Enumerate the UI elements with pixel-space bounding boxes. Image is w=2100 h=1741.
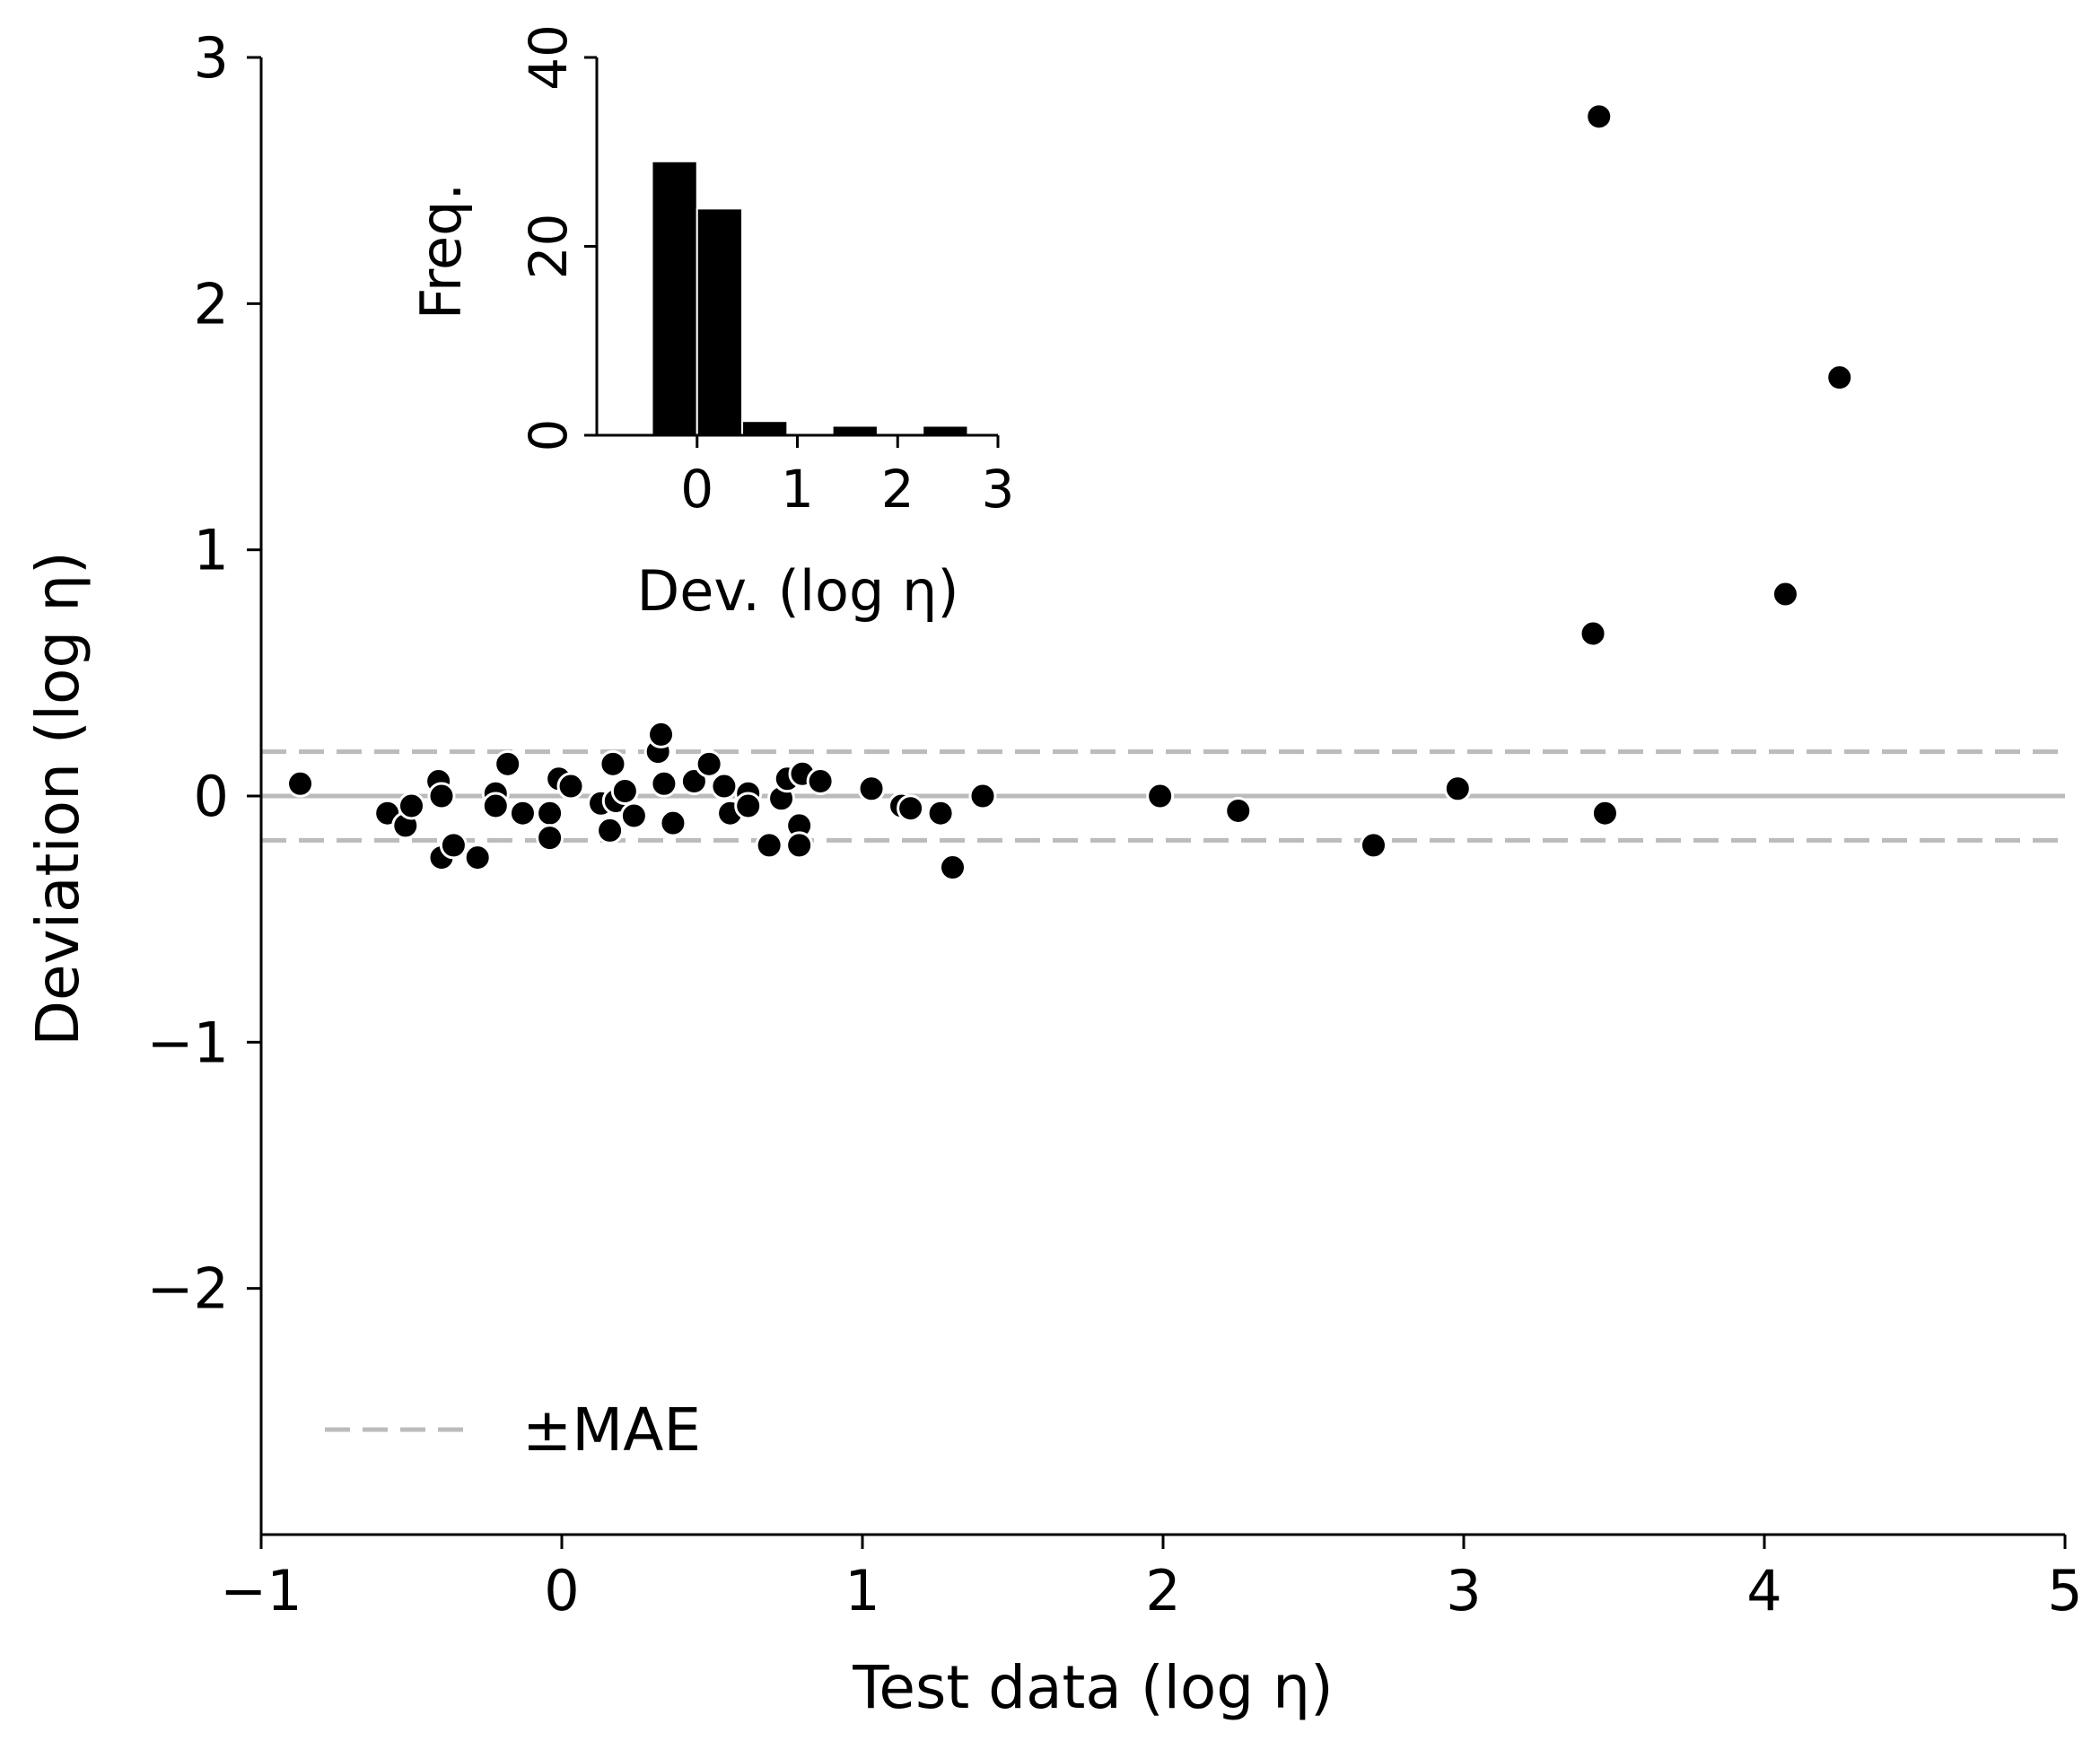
data-point bbox=[610, 777, 639, 806]
inset-x-tick-label: 0 bbox=[680, 459, 713, 520]
y-tick-label: 1 bbox=[194, 518, 229, 583]
data-point bbox=[619, 801, 648, 830]
data-point bbox=[508, 799, 537, 827]
data-point bbox=[536, 799, 564, 827]
y-axis-label: Deviation (log η) bbox=[23, 551, 92, 1046]
data-point bbox=[806, 767, 835, 796]
inset-x-tick-label: 1 bbox=[781, 459, 814, 520]
inset-x-axis-label: Dev. (log η) bbox=[636, 558, 958, 624]
inset-histogram: 0 1 2 3 0 20 40 Dev. (log η) Freq. bbox=[408, 24, 1014, 624]
inset-y-tick-label: 20 bbox=[518, 214, 579, 280]
y-tick-label: 2 bbox=[194, 271, 229, 337]
inset-y-tick-label: 0 bbox=[518, 419, 579, 452]
data-point bbox=[494, 749, 522, 778]
x-axis-ticks: −1 0 1 2 3 4 5 bbox=[220, 1535, 2083, 1623]
data-point bbox=[596, 816, 625, 844]
histogram-bars bbox=[651, 160, 969, 437]
x-tick-label: −1 bbox=[220, 1558, 302, 1623]
data-point bbox=[1590, 799, 1619, 827]
histogram-bar bbox=[696, 207, 744, 436]
data-point bbox=[1360, 831, 1387, 860]
data-point bbox=[1771, 580, 1799, 608]
inset-x-axis-ticks: 0 1 2 3 bbox=[680, 435, 1014, 520]
data-point bbox=[857, 774, 886, 803]
scatter-points bbox=[286, 102, 1854, 882]
data-point bbox=[481, 792, 510, 820]
x-tick-label: 0 bbox=[544, 1558, 579, 1623]
data-point bbox=[1146, 782, 1175, 810]
y-tick-label: 0 bbox=[194, 764, 229, 829]
y-axis-ticks: −2 −1 0 1 2 3 bbox=[147, 25, 261, 1322]
histogram-bar bbox=[741, 420, 789, 436]
x-tick-label: 5 bbox=[2047, 1558, 2082, 1623]
data-point bbox=[679, 767, 708, 796]
inset-y-axis-label: Freq. bbox=[408, 183, 474, 320]
data-point bbox=[1224, 796, 1253, 825]
x-tick-label: 4 bbox=[1746, 1558, 1781, 1623]
y-tick-label: −1 bbox=[147, 1010, 229, 1075]
data-point bbox=[1443, 774, 1472, 803]
data-point bbox=[1825, 363, 1854, 392]
data-point bbox=[556, 772, 585, 801]
inset-x-tick-label: 3 bbox=[982, 459, 1015, 520]
x-tick-label: 3 bbox=[1446, 1558, 1481, 1623]
inset-x-tick-label: 2 bbox=[881, 459, 914, 520]
histogram-bar bbox=[831, 424, 879, 437]
data-point bbox=[785, 831, 814, 860]
data-point bbox=[599, 749, 627, 778]
data-point bbox=[463, 844, 492, 872]
y-tick-label: 3 bbox=[194, 25, 229, 91]
y-tick-label: −2 bbox=[147, 1256, 229, 1322]
data-point bbox=[939, 853, 967, 882]
histogram-bar bbox=[922, 424, 969, 437]
data-point bbox=[427, 782, 456, 810]
data-point bbox=[647, 720, 676, 748]
data-point bbox=[439, 831, 468, 860]
data-point bbox=[897, 794, 925, 823]
data-point bbox=[1585, 102, 1614, 131]
x-tick-label: 2 bbox=[1145, 1558, 1180, 1623]
data-point bbox=[286, 769, 315, 798]
x-tick-label: 1 bbox=[844, 1558, 879, 1623]
data-point bbox=[755, 831, 783, 860]
data-point bbox=[734, 792, 763, 820]
data-point bbox=[1579, 619, 1607, 648]
histogram-bar bbox=[651, 160, 698, 436]
data-point bbox=[650, 769, 678, 798]
inset-y-axis-ticks: 0 20 40 bbox=[518, 24, 597, 451]
legend-mae-label: ±MAE bbox=[522, 1395, 701, 1465]
data-point bbox=[695, 749, 723, 778]
data-point bbox=[659, 809, 687, 837]
data-point bbox=[968, 782, 997, 810]
inset-y-tick-label: 40 bbox=[518, 24, 579, 91]
main-scatter-plot: −1 0 1 2 3 4 5 −2 −1 0 1 2 3 Test data (log η) Devi… bbox=[23, 25, 2083, 1722]
data-point bbox=[398, 792, 425, 820]
x-axis-label: Test data (log η) bbox=[852, 1653, 1334, 1722]
data-point bbox=[710, 772, 739, 801]
legend: ±MAE bbox=[325, 1395, 701, 1465]
data-point bbox=[926, 799, 955, 827]
data-point bbox=[536, 824, 564, 853]
